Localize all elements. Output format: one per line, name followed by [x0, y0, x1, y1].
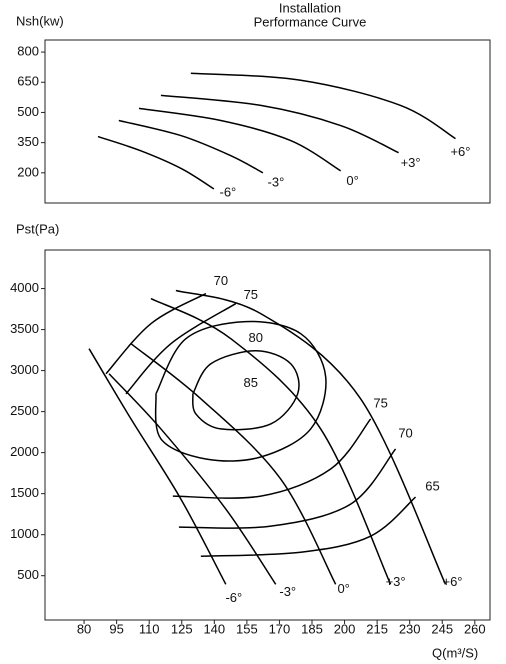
x-tick-label: 80: [77, 621, 91, 636]
x-axis-label: Q(m³/S): [432, 645, 478, 660]
x-tick-label: 155: [236, 621, 258, 636]
chart-title: Installation: [279, 0, 341, 15]
curve-label: 85: [244, 375, 258, 390]
y-tick-label: 1000: [10, 526, 39, 541]
y-tick-label: 2500: [10, 403, 39, 418]
y-tick-label: 800: [17, 44, 39, 59]
y-tick-label: 350: [17, 134, 39, 149]
curve: [175, 289, 447, 585]
curve-label: 70: [398, 425, 412, 440]
curve: [125, 302, 237, 395]
x-tick-label: 215: [366, 621, 388, 636]
x-tick-label: 185: [301, 621, 323, 636]
curve-label: 0°: [346, 173, 358, 188]
curve: [190, 72, 456, 140]
y-tick-label: 200: [17, 164, 39, 179]
y-tick-label: 650: [17, 74, 39, 89]
curve-label: 65: [425, 479, 439, 494]
plot-frame: [44, 249, 491, 621]
x-tick-label: 170: [269, 621, 291, 636]
x-tick-label: 245: [431, 621, 453, 636]
y-axis-label: Pst(Pa): [16, 221, 59, 236]
curve-label: 75: [244, 287, 258, 302]
curve: [160, 94, 399, 154]
curve-label: +6°: [442, 574, 462, 589]
curve: [172, 418, 372, 499]
y-tick-label: 4000: [10, 280, 39, 295]
curve: [200, 496, 417, 558]
curve-label: 80: [249, 330, 263, 345]
curve: [105, 292, 207, 375]
x-tick-label: 260: [464, 621, 486, 636]
curve-label: +3°: [401, 155, 421, 170]
curve-label: -3°: [268, 174, 285, 189]
curve: [97, 135, 215, 190]
curve-label: 0°: [337, 581, 349, 596]
x-tick-label: 110: [139, 621, 160, 636]
x-tick-label: 230: [399, 621, 421, 636]
y-tick-label: 500: [17, 104, 39, 119]
curve: [130, 343, 337, 585]
curve-label: -6°: [220, 184, 237, 199]
curve-label: +3°: [386, 574, 406, 589]
plot-frame: [44, 39, 491, 204]
y-tick-label: 3500: [10, 321, 39, 336]
chart-title: Performance Curve: [254, 14, 367, 29]
x-tick-label: 95: [109, 621, 123, 636]
curve: [150, 297, 392, 585]
curve-label: -6°: [225, 590, 242, 605]
x-tick-label: 125: [171, 621, 193, 636]
curve: [108, 373, 277, 585]
curve: [88, 348, 227, 585]
x-tick-label: 140: [203, 621, 225, 636]
curve: [192, 349, 300, 431]
y-tick-label: 3000: [10, 362, 39, 377]
curve-label: 75: [373, 395, 387, 410]
curve: [138, 107, 342, 172]
curve-label: -3°: [279, 584, 296, 599]
y-axis-label: Nsh(kw): [16, 13, 64, 28]
x-tick-label: 200: [334, 621, 356, 636]
curve: [118, 119, 264, 174]
y-tick-label: 500: [17, 567, 39, 582]
curve-label: 70: [214, 273, 228, 288]
y-tick-label: 1500: [10, 485, 39, 500]
curve-label: +6°: [450, 144, 470, 159]
curve: [154, 320, 327, 462]
y-tick-label: 2000: [10, 444, 39, 459]
curve: [178, 448, 397, 529]
